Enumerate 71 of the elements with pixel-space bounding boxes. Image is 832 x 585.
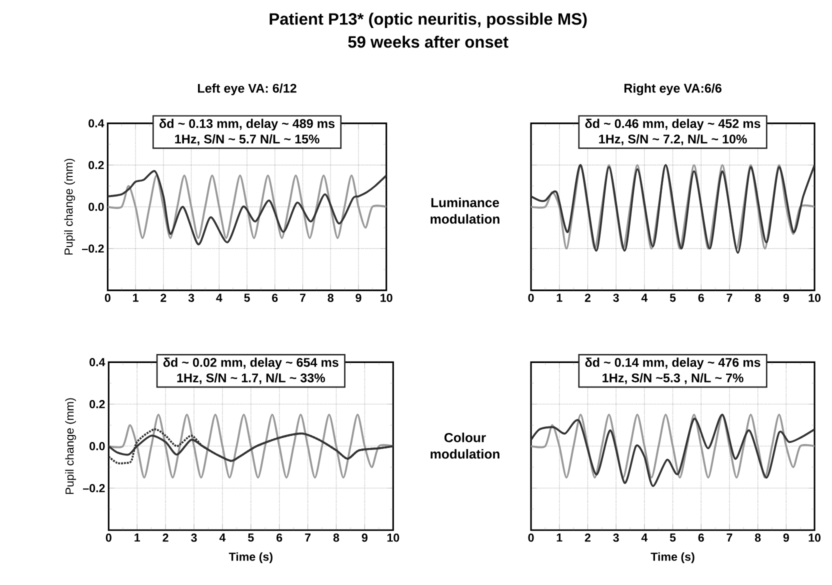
x-tick-label: 8 — [328, 294, 334, 302]
x-tick-label: 5 — [244, 294, 250, 302]
x-tick-label: 7 — [300, 294, 306, 302]
x-tick-label: 6 — [276, 534, 282, 542]
line-series — [108, 414, 394, 479]
x-tick-label: 7 — [726, 294, 732, 302]
x-tick-label: 9 — [362, 534, 368, 542]
x-tick-label: 2 — [160, 294, 166, 302]
x-tick-label: 4 — [641, 534, 648, 542]
y-tick-label: 0.2 — [90, 400, 105, 409]
x-tick-label: 10 — [387, 534, 400, 542]
x-tick-label: 3 — [613, 294, 619, 302]
x-tick-label: 10 — [808, 534, 821, 542]
y-axis-title: Pupil change (mm) — [64, 159, 76, 255]
x-axis-title: Time (s) — [650, 552, 694, 564]
x-tick-label: 9 — [783, 294, 789, 302]
y-tick-label: 0.4 — [90, 358, 106, 367]
annotation: δd ~ 0.14 mm, delay ~ 476 ms — [585, 358, 760, 370]
x-tick-label: 1 — [133, 294, 138, 302]
x-tick-label: 1 — [134, 534, 140, 542]
annotation: δd ~ 0.13 mm, delay ~ 489 ms — [160, 119, 335, 131]
x-tick-label: 6 — [698, 534, 704, 542]
y-tick-label: 0.2 — [88, 161, 104, 170]
x-tick-label: 8 — [333, 534, 340, 542]
x-tick-label: 8 — [754, 294, 761, 302]
text: Patient P13* (optic neuritis, possible MS) — [270, 12, 587, 28]
annotation: δd ~ 0.46 mm, delay ~ 452 ms — [585, 119, 760, 131]
x-axis-title: Time (s) — [228, 552, 272, 564]
text: Luminance modulation — [430, 198, 500, 224]
x-tick-label: 0 — [528, 534, 534, 542]
x-tick-label: 2 — [584, 534, 590, 542]
y-tick-label: 0.4 — [88, 119, 104, 128]
x-tick-label: 1 — [556, 534, 562, 542]
x-tick-label: 3 — [188, 294, 194, 302]
x-tick-label: 4 — [216, 294, 222, 302]
x-tick-label: 6 — [272, 294, 278, 302]
x-tick-label: 0 — [528, 294, 534, 302]
x-tick-label: 7 — [726, 534, 732, 542]
x-tick-label: 9 — [356, 294, 362, 302]
text: Colour modulation — [430, 432, 500, 459]
y-tick-label: –0.2 — [83, 484, 105, 492]
x-tick-label: 3 — [613, 534, 619, 542]
x-tick-label: 1 — [556, 294, 562, 302]
y-tick-label: 0.0 — [88, 202, 104, 212]
x-tick-label: 5 — [670, 534, 676, 542]
x-tick-label: 2 — [584, 294, 590, 302]
x-tick-label: 6 — [698, 294, 704, 302]
chart-title: Left eye VA: 6/12 — [198, 84, 296, 96]
x-tick-label: 5 — [670, 294, 676, 302]
annotation: 1Hz, S/N ~ 5.7 N/L ~ 15% — [175, 134, 320, 146]
x-tick-label: 0 — [104, 294, 110, 302]
annotation: 1Hz, S/N ~ 7.2, N/L ~ 10% — [599, 134, 747, 146]
x-tick-label: 10 — [808, 294, 821, 302]
text: 59 weeks after onset — [348, 36, 508, 48]
annotation: δd ~ 0.02 mm, delay ~ 654 ms — [163, 358, 338, 370]
y-axis-title: Pupil change (mm) — [65, 398, 76, 494]
x-tick-label: 2 — [162, 534, 168, 542]
chart-title: Right eye VA:6/6 — [624, 84, 722, 96]
x-tick-label: 9 — [783, 534, 789, 542]
x-tick-label: 4 — [641, 294, 648, 302]
x-tick-label: 3 — [191, 534, 197, 542]
x-tick-label: 5 — [248, 534, 254, 542]
x-tick-label: 4 — [219, 534, 226, 542]
x-tick-label: 7 — [305, 534, 311, 542]
annotation: 1Hz, S/N ~ 1.7, N/L ~ 33% — [177, 373, 325, 384]
x-tick-label: 10 — [380, 294, 392, 302]
x-tick-label: 8 — [754, 534, 761, 542]
y-tick-label: 0.0 — [90, 442, 105, 451]
x-tick-label: 0 — [106, 534, 112, 542]
annotation: 1Hz, S/N ~5.3 , N/L ~ 7% — [602, 373, 744, 384]
y-tick-label: –0.2 — [82, 244, 104, 253]
